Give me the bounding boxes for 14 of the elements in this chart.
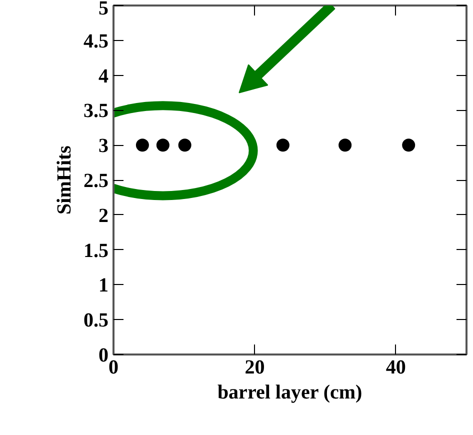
y-tick-label: 1	[98, 274, 108, 297]
y-tick-label: 4	[98, 65, 108, 88]
x-axis-title: barrel layer (cm)	[217, 382, 362, 404]
y-tick-label: 3	[98, 135, 108, 158]
y-axis-title: SimHits	[54, 145, 76, 214]
y-tick-label: 0.5	[84, 310, 108, 332]
y-tick-label: 2	[98, 204, 108, 227]
y-tick-label: 2.5	[84, 170, 108, 192]
y-tick-label: 5	[98, 0, 108, 20]
y-tick-label: 1.5	[84, 240, 108, 262]
x-tick-label: 40	[386, 356, 406, 378]
y-tick-label: 3.5	[84, 100, 108, 122]
y-tick-label: 4.5	[84, 30, 108, 52]
x-tick-label: 20	[244, 356, 265, 378]
